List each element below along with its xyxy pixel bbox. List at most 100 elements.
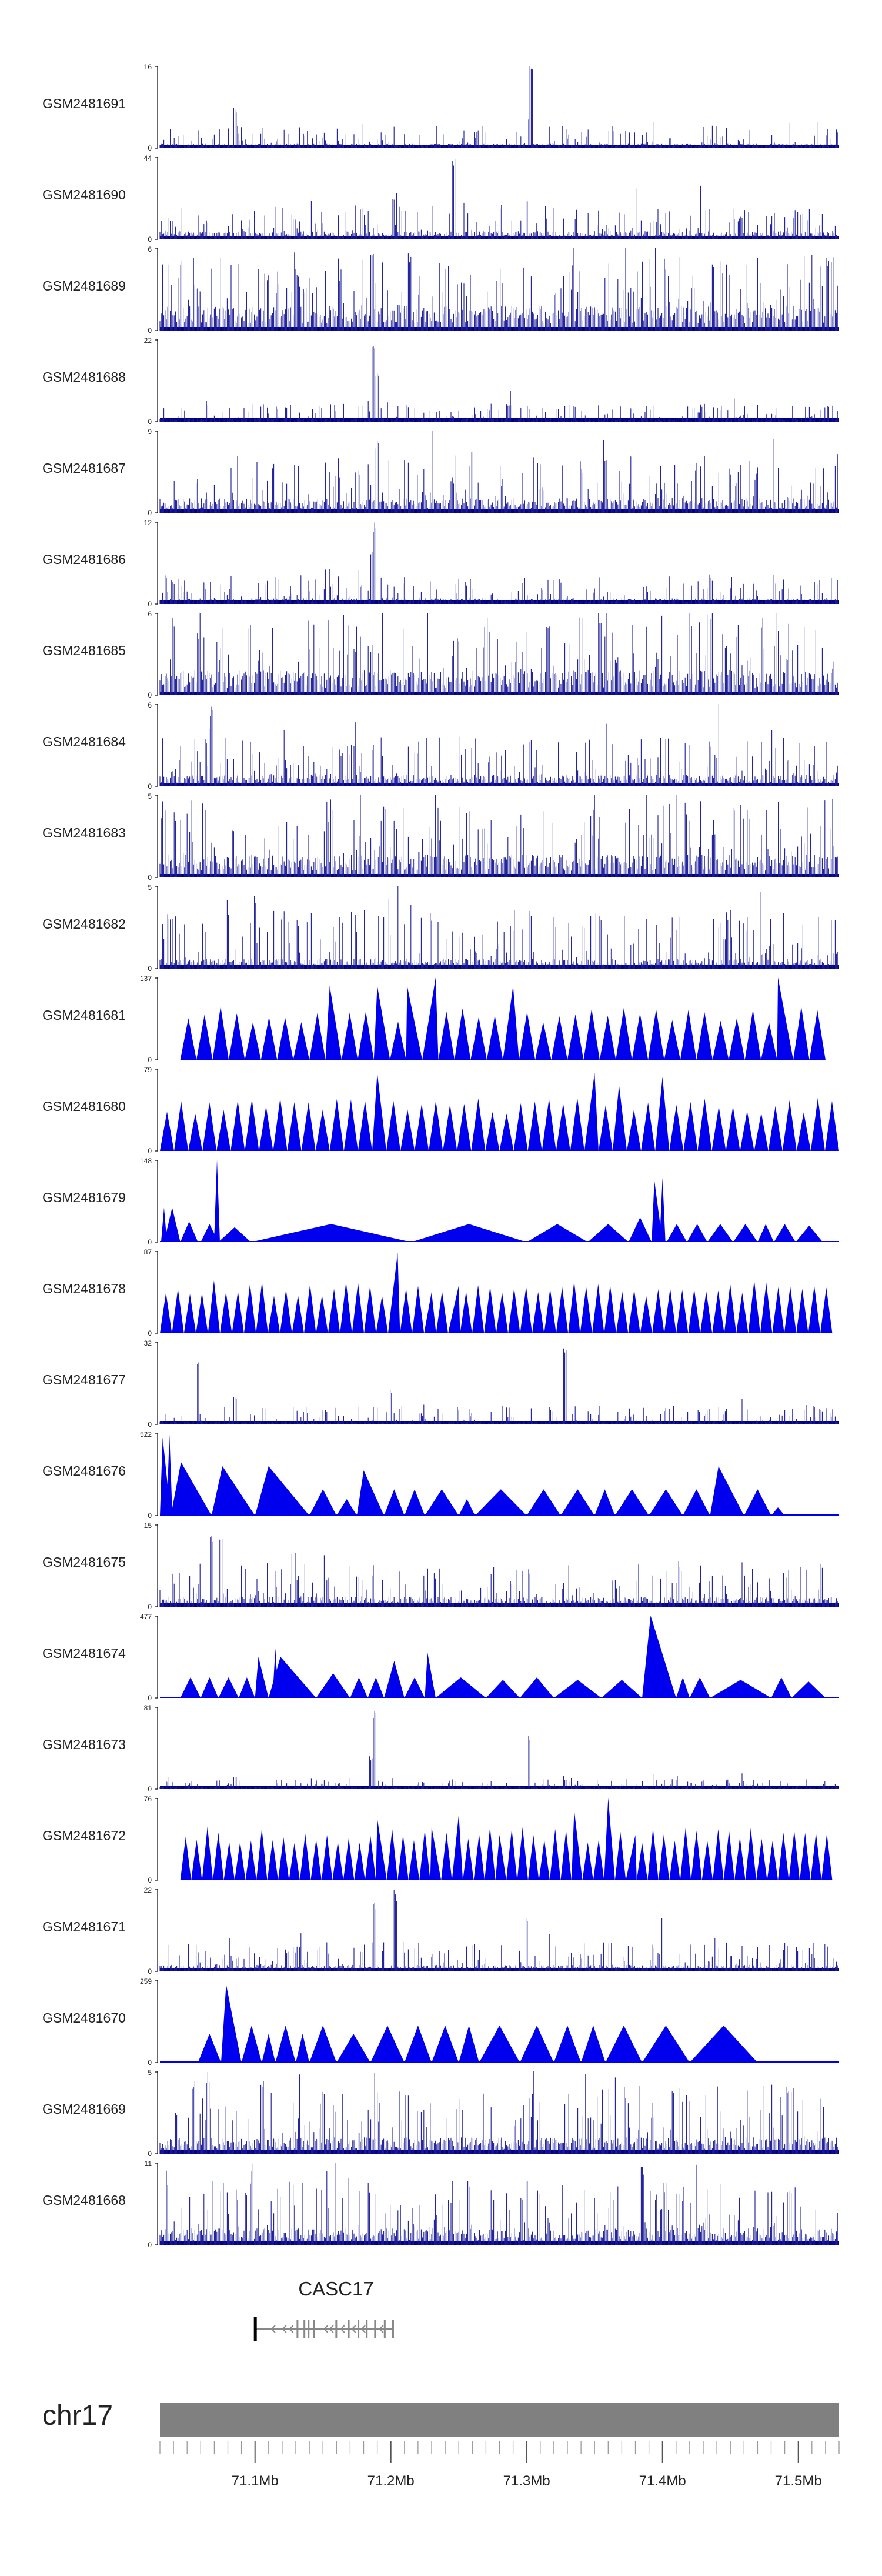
- y-axis-min-label: 0: [148, 418, 152, 426]
- y-axis-max-label: 148: [140, 1157, 152, 1165]
- strand-arrow: [360, 2325, 366, 2333]
- coverage-peak: [808, 1285, 821, 1333]
- coverage-peak: [419, 1830, 430, 1880]
- coverage-peak: [372, 1073, 386, 1151]
- coverage-peak: [448, 1285, 460, 1333]
- coverage-peak: [328, 1289, 340, 1333]
- coverage-peak: [358, 1012, 374, 1060]
- track-GSM2481684: GSM2481684 6 0: [42, 701, 839, 790]
- coverage-peak: [771, 1677, 792, 1698]
- y-axis-min-label: 0: [148, 1329, 152, 1337]
- baseline-band: [160, 1786, 839, 1789]
- baseline-band: [160, 418, 839, 422]
- coverage-peak: [520, 1286, 532, 1333]
- baseline-band: [160, 2150, 839, 2154]
- coverage-peak: [479, 2026, 520, 2063]
- baseline-band: [160, 783, 839, 786]
- coverage-peak: [669, 1840, 680, 1880]
- y-axis-min-label: 0: [148, 144, 152, 152]
- coverage-peak: [457, 1103, 472, 1151]
- y-axis-max-label: 16: [144, 63, 152, 71]
- coverage-peak: [556, 1287, 569, 1333]
- coverage-peak: [454, 1008, 471, 1060]
- coverage-peak: [373, 986, 390, 1060]
- gene-exon: [383, 2320, 386, 2338]
- coverage-peak: [376, 1295, 388, 1333]
- coverage-peak: [587, 1224, 629, 1242]
- coverage-peak: [616, 1292, 629, 1333]
- coverage-peak: [304, 1284, 316, 1333]
- baseline-band: [160, 145, 839, 148]
- coverage-peak: [772, 1287, 784, 1333]
- baseline-band: [160, 327, 839, 331]
- coverage-peak: [202, 1102, 217, 1151]
- coverage-peak: [636, 1843, 648, 1880]
- coverage-peak: [789, 1830, 800, 1880]
- y-axis-max-label: 5: [148, 792, 152, 800]
- coverage-peak: [733, 1224, 758, 1242]
- coverage-peak: [315, 1110, 330, 1151]
- coverage-spike: [166, 1434, 173, 1516]
- coverage-peak: [235, 1841, 246, 1880]
- coverage-bars: [159, 1536, 838, 1607]
- coverage-peak: [723, 1830, 735, 1880]
- gene-label: CASC17: [298, 2278, 373, 2300]
- gene-exon: [313, 2320, 315, 2338]
- track-name: GSM2481674: [42, 1646, 126, 1661]
- coverage-bars: [159, 795, 838, 877]
- coverage-peak: [544, 1289, 556, 1333]
- coverage-peak: [280, 1289, 292, 1333]
- coverage-peak: [435, 1677, 486, 1698]
- track-GSM2481671: GSM2481671 22 0: [42, 1886, 839, 1976]
- coverage-peak: [268, 1296, 280, 1333]
- coverage-peak: [370, 2026, 405, 2063]
- coverage-peak: [218, 1677, 239, 1698]
- coverage-peak: [196, 1293, 208, 1333]
- coverage-peak: [208, 1280, 220, 1333]
- y-axis-max-label: 22: [144, 1886, 152, 1894]
- coverage-peak: [701, 1840, 713, 1880]
- coverage-bars: [159, 704, 838, 786]
- coverage-peak: [452, 1814, 463, 1880]
- coverage-peak: [628, 1289, 640, 1333]
- coverage-peak: [390, 1021, 406, 1060]
- coverage-peak: [485, 1112, 500, 1151]
- strand-arrow: [379, 2325, 384, 2333]
- coverage-peak: [532, 1292, 544, 1333]
- y-axis-min-label: 0: [148, 1511, 152, 1520]
- coverage-peak: [213, 1832, 224, 1880]
- track-name: GSM2481668: [42, 2193, 126, 2208]
- y-axis-min-label: 0: [148, 1056, 152, 1064]
- coverage-tracks: GSM2481691160GSM2481690440GSM248168960GS…: [42, 63, 839, 2249]
- coverage-peak: [484, 1286, 496, 1333]
- coverage-bars: [159, 2163, 838, 2245]
- gene-tss-exon: [253, 2317, 257, 2341]
- gene-exon: [296, 2320, 299, 2338]
- track-GSM2481690: GSM2481690 44 0: [42, 154, 839, 243]
- coverage-peak: [250, 1224, 412, 1242]
- coverage-peak: [216, 1110, 231, 1151]
- coverage-peak: [683, 1102, 698, 1151]
- coverage-peak: [734, 1837, 746, 1880]
- coverage-peak: [496, 1292, 509, 1333]
- coverage-peak: [700, 1291, 713, 1333]
- coverage-peak: [601, 1680, 643, 1698]
- y-axis-min-label: 0: [148, 1876, 152, 1884]
- y-axis-max-label: 32: [144, 1339, 152, 1347]
- coverage-peak: [411, 1224, 527, 1242]
- y-axis-min-label: 0: [148, 965, 152, 973]
- coverage-peak: [180, 1836, 192, 1880]
- y-axis-min-label: 0: [148, 326, 152, 335]
- baseline-band: [160, 509, 839, 513]
- coverage-peak: [459, 2026, 479, 2063]
- coverage-peak: [267, 1840, 278, 1880]
- track-GSM2481689: GSM2481689 6 0: [42, 245, 839, 335]
- coverage-peak: [740, 1111, 754, 1151]
- baseline-band: [160, 1968, 839, 1971]
- coverage-peak: [196, 1015, 213, 1060]
- coverage-peak: [316, 1673, 350, 1698]
- y-axis-max-label: 137: [140, 975, 152, 983]
- coverage-peak: [697, 1099, 712, 1151]
- track-name: GSM2481670: [42, 2010, 126, 2026]
- coverage-peak: [594, 1489, 615, 1516]
